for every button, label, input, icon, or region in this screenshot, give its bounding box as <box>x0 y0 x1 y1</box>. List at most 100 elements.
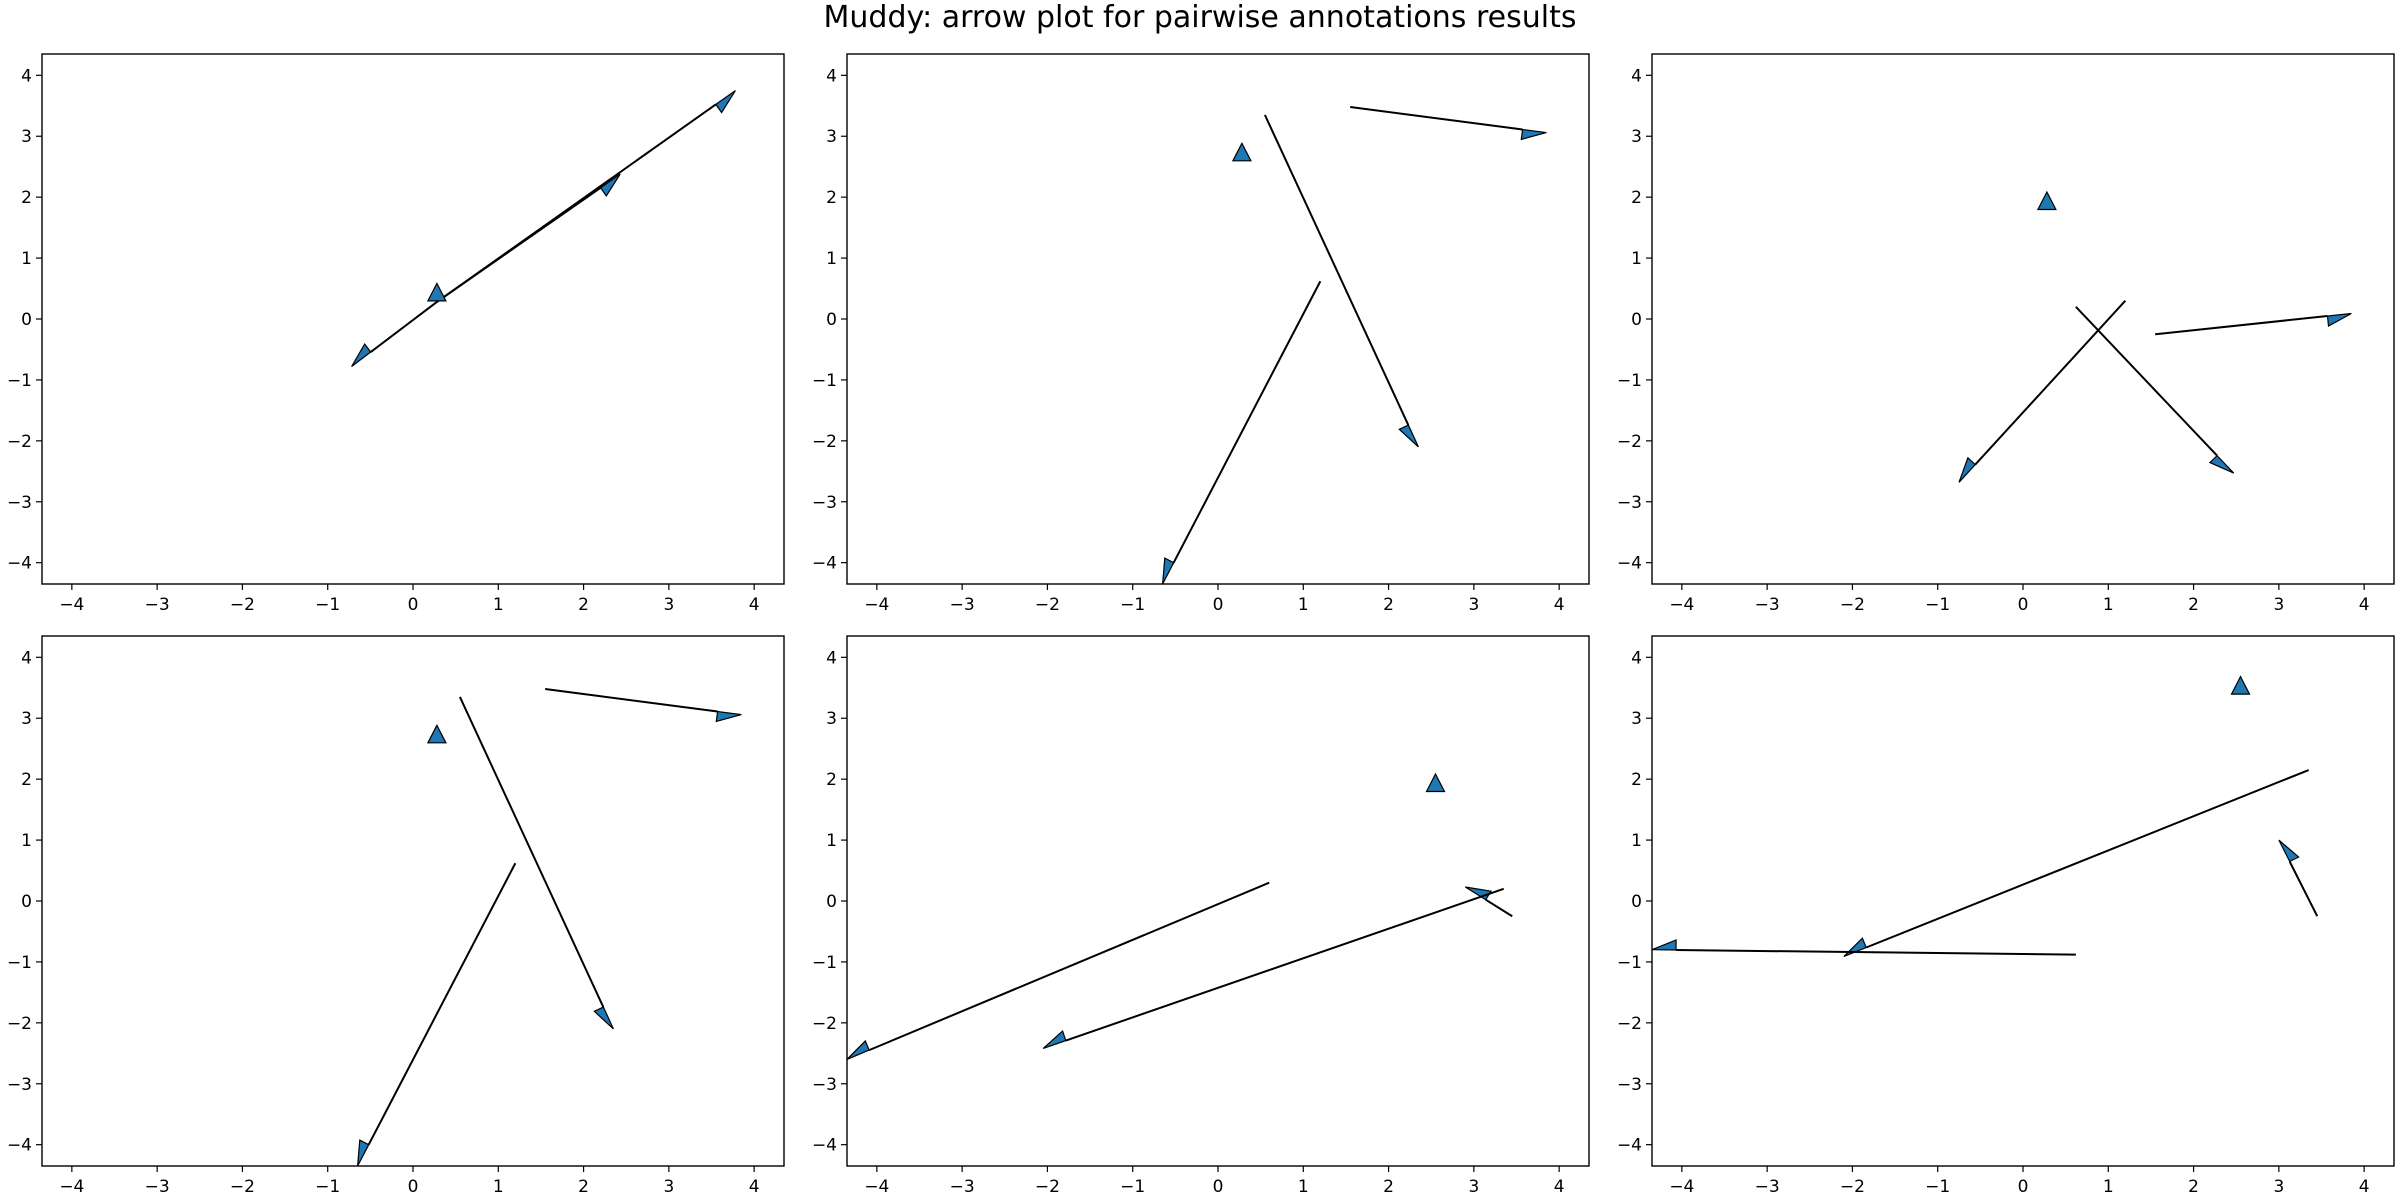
x-tick-label: 0 <box>1213 1177 1224 1197</box>
axes-frame <box>1651 635 2395 1167</box>
x-tick-label: −1 <box>1925 595 1950 615</box>
arrow-head <box>593 1006 614 1030</box>
y-tick-label: −2 <box>812 1014 837 1034</box>
arrow-shaft <box>2075 306 2218 457</box>
subplot-2: −4 −3 −2 −1 0 1 2 3 4 −4 −3 −2 −1 0 1 2 3 4 <box>812 53 1590 615</box>
arrow-head <box>1162 557 1175 584</box>
x-tick-label: −2 <box>1840 1177 1865 1197</box>
x-tick-label: −3 <box>145 1177 170 1197</box>
y-tick-label: −3 <box>7 1075 32 1095</box>
axes-frame <box>41 635 785 1167</box>
y-tick-label: −1 <box>1617 371 1642 391</box>
x-tick-label: −2 <box>1035 595 1060 615</box>
subplot-plot-area <box>1652 675 2319 957</box>
y-tick-label: 0 <box>1631 310 1642 330</box>
x-tick-label: 2 <box>578 1177 589 1197</box>
arrow-head <box>715 710 742 723</box>
y-tick-label: 0 <box>826 892 837 912</box>
x-tick-label: 0 <box>2018 595 2029 615</box>
y-tick-label: −3 <box>812 493 837 513</box>
x-tick-label: 1 <box>493 1177 504 1197</box>
y-tick-label: −3 <box>1617 1075 1642 1095</box>
arrow-head <box>1398 424 1419 448</box>
x-tick-label: −3 <box>145 595 170 615</box>
subplot-3: −4 −3 −2 −1 0 1 2 3 4 −4 −3 −2 −1 0 1 2 3 4 <box>1617 53 2395 615</box>
arrow-shaft <box>367 862 517 1146</box>
arrow-shaft <box>868 881 1270 1052</box>
triangle-marker <box>426 723 447 744</box>
x-tick-label: 4 <box>1554 1177 1565 1197</box>
y-tick-label: 1 <box>21 249 32 269</box>
arrow-shaft <box>545 688 718 713</box>
y-tick-label: −1 <box>7 371 32 391</box>
arrow-shaft <box>1485 898 1513 918</box>
triangle-marker <box>2230 675 2251 695</box>
subplot-5: −4 −3 −2 −1 0 1 2 3 4 −4 −3 −2 −1 0 1 2 3 4 <box>812 635 1590 1197</box>
arrow-head <box>847 1039 870 1060</box>
x-tick-label: 0 <box>408 595 419 615</box>
x-tick-label: 2 <box>578 595 589 615</box>
y-tick-label: 2 <box>826 770 837 790</box>
x-tick-label: −4 <box>864 1177 889 1197</box>
figure-title: Muddy: arrow plot for pairwise annotatio… <box>823 0 1577 35</box>
x-tick-label: −4 <box>1669 595 1694 615</box>
x-tick-label: −2 <box>230 595 255 615</box>
x-tick-label: 2 <box>1383 595 1394 615</box>
x-tick-label: 3 <box>1468 595 1479 615</box>
x-tick-label: 4 <box>2359 1177 2370 1197</box>
y-tick-label: −4 <box>812 1136 837 1156</box>
y-tick-label: −2 <box>812 432 837 452</box>
y-tick-label: −4 <box>812 554 837 574</box>
x-tick-label: 0 <box>408 1177 419 1197</box>
arrow-head <box>1520 128 1547 141</box>
axes-frame <box>846 53 1590 585</box>
x-tick-label: −1 <box>1120 595 1145 615</box>
y-tick-label: 1 <box>1631 249 1642 269</box>
arrow-shaft <box>370 301 438 353</box>
x-tick-label: −3 <box>950 595 975 615</box>
x-tick-label: 3 <box>2273 595 2284 615</box>
arrow-shaft <box>1172 280 1322 564</box>
subplot-plot-area <box>357 688 742 1166</box>
y-tick-label: 0 <box>826 310 837 330</box>
arrow-shaft <box>1974 300 2127 466</box>
x-tick-label: 2 <box>1383 1177 1394 1197</box>
x-tick-label: 4 <box>749 1177 760 1197</box>
x-tick-label: 2 <box>2188 595 2199 615</box>
x-tick-label: −3 <box>1755 595 1780 615</box>
arrow-shaft <box>1065 887 1505 1042</box>
subplot-plot-area <box>1958 190 2352 483</box>
x-tick-label: −4 <box>59 1177 84 1197</box>
y-tick-label: 4 <box>1631 66 1642 86</box>
x-tick-label: 0 <box>2018 1177 2029 1197</box>
y-tick-label: 3 <box>826 127 837 147</box>
x-tick-label: −2 <box>1035 1177 1060 1197</box>
y-tick-label: 0 <box>1631 892 1642 912</box>
arrow-head <box>357 1139 370 1166</box>
y-tick-label: 2 <box>1631 770 1642 790</box>
x-tick-label: −3 <box>1755 1177 1780 1197</box>
x-tick-label: 4 <box>2359 595 2370 615</box>
y-tick-label: −1 <box>812 953 837 973</box>
y-tick-label: −3 <box>812 1075 837 1095</box>
x-tick-label: −1 <box>1925 1177 1950 1197</box>
y-tick-label: −2 <box>7 432 32 452</box>
y-tick-label: −3 <box>1617 493 1642 513</box>
y-tick-label: 3 <box>1631 127 1642 147</box>
y-tick-label: 0 <box>21 310 32 330</box>
y-tick-label: 2 <box>21 188 32 208</box>
x-tick-label: 1 <box>1298 1177 1309 1197</box>
x-tick-label: 4 <box>749 595 760 615</box>
y-tick-label: −4 <box>1617 554 1642 574</box>
x-tick-label: −2 <box>1840 595 1865 615</box>
y-tick-label: 4 <box>1631 648 1642 668</box>
subplot-4: −4 −3 −2 −1 0 1 2 3 4 −4 −3 −2 −1 0 1 2 3 4 <box>7 635 785 1197</box>
arrow-head <box>2208 454 2235 474</box>
y-tick-label: −4 <box>1617 1136 1642 1156</box>
arrow-head <box>1652 939 1677 951</box>
triangle-marker <box>2036 190 2057 211</box>
y-tick-label: 4 <box>21 66 32 86</box>
x-tick-label: 2 <box>2188 1177 2199 1197</box>
arrow-shaft <box>1264 114 1410 426</box>
